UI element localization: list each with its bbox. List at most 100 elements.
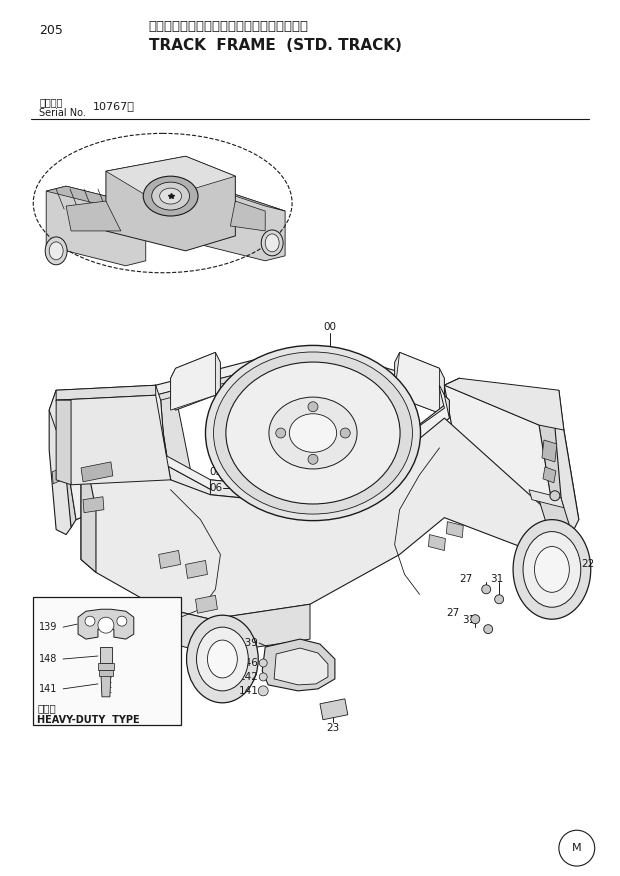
Text: M: M	[572, 844, 582, 853]
Polygon shape	[445, 378, 554, 425]
Polygon shape	[320, 699, 348, 720]
Polygon shape	[81, 418, 554, 619]
Polygon shape	[210, 440, 400, 505]
Polygon shape	[445, 378, 564, 430]
Polygon shape	[539, 418, 569, 517]
Ellipse shape	[534, 547, 569, 592]
Text: 27: 27	[459, 575, 472, 584]
Ellipse shape	[226, 362, 400, 504]
Circle shape	[265, 471, 275, 481]
Polygon shape	[56, 400, 71, 484]
Polygon shape	[81, 435, 96, 572]
Polygon shape	[49, 385, 156, 430]
Polygon shape	[554, 390, 579, 530]
Text: Serial No.: Serial No.	[39, 109, 86, 118]
Polygon shape	[76, 470, 190, 519]
Polygon shape	[56, 395, 170, 484]
Polygon shape	[78, 609, 134, 639]
Polygon shape	[445, 378, 474, 467]
Ellipse shape	[187, 615, 259, 703]
Polygon shape	[156, 395, 310, 519]
Text: 141: 141	[238, 686, 259, 696]
Circle shape	[267, 473, 273, 479]
Circle shape	[265, 487, 275, 497]
Polygon shape	[529, 490, 564, 508]
Ellipse shape	[45, 237, 67, 265]
Ellipse shape	[261, 230, 283, 256]
Text: 148: 148	[39, 654, 58, 664]
Circle shape	[276, 428, 286, 438]
Text: 適用号機: 適用号機	[39, 97, 63, 108]
Circle shape	[340, 428, 350, 438]
Text: 141: 141	[39, 684, 58, 694]
Polygon shape	[49, 390, 71, 534]
Polygon shape	[156, 345, 445, 395]
Text: 31: 31	[490, 575, 503, 584]
Polygon shape	[58, 440, 74, 463]
Polygon shape	[100, 647, 112, 663]
Text: 139: 139	[238, 638, 259, 648]
Polygon shape	[205, 186, 285, 211]
Ellipse shape	[290, 413, 337, 452]
Text: 06: 06	[210, 483, 223, 493]
Bar	[33, 597, 180, 724]
Polygon shape	[310, 385, 450, 505]
Polygon shape	[156, 385, 190, 480]
Ellipse shape	[49, 242, 63, 260]
Polygon shape	[81, 462, 113, 482]
Circle shape	[259, 659, 267, 667]
Polygon shape	[428, 534, 445, 550]
Polygon shape	[106, 156, 236, 201]
Text: 10767～: 10767～	[93, 102, 135, 111]
Polygon shape	[185, 561, 208, 578]
Ellipse shape	[208, 640, 237, 678]
Polygon shape	[156, 604, 310, 654]
Ellipse shape	[143, 176, 198, 216]
Polygon shape	[185, 186, 285, 261]
Polygon shape	[61, 385, 170, 519]
Polygon shape	[101, 674, 111, 696]
Text: 03: 03	[210, 467, 223, 477]
Polygon shape	[151, 385, 310, 505]
Ellipse shape	[523, 532, 581, 607]
Ellipse shape	[160, 188, 182, 204]
Text: 27: 27	[446, 608, 459, 618]
Text: 強化型: 強化型	[37, 703, 56, 713]
Polygon shape	[274, 648, 328, 685]
Circle shape	[267, 457, 273, 463]
Circle shape	[471, 615, 480, 624]
Polygon shape	[554, 418, 579, 519]
Polygon shape	[46, 186, 146, 211]
Polygon shape	[542, 440, 557, 462]
Polygon shape	[231, 201, 265, 231]
Ellipse shape	[213, 352, 412, 514]
Text: 04: 04	[210, 451, 223, 461]
Bar	[98, 663, 114, 670]
Polygon shape	[83, 497, 104, 512]
Ellipse shape	[265, 234, 279, 251]
Polygon shape	[543, 467, 556, 483]
Circle shape	[482, 585, 490, 594]
Polygon shape	[394, 352, 445, 413]
Circle shape	[267, 489, 273, 495]
Circle shape	[98, 618, 114, 633]
Polygon shape	[106, 156, 236, 251]
Polygon shape	[156, 356, 445, 400]
Polygon shape	[56, 385, 156, 400]
Text: 142: 142	[238, 672, 259, 682]
Circle shape	[550, 491, 560, 501]
Polygon shape	[61, 385, 175, 435]
Polygon shape	[170, 352, 220, 410]
Text: 146: 146	[238, 658, 259, 668]
Circle shape	[259, 673, 267, 681]
Polygon shape	[310, 395, 450, 519]
Text: 00: 00	[324, 322, 337, 333]
Text: 139: 139	[39, 622, 58, 632]
Text: HEAVY-DUTY  TYPE: HEAVY-DUTY TYPE	[37, 715, 140, 724]
Polygon shape	[56, 425, 76, 527]
Circle shape	[308, 402, 318, 412]
Polygon shape	[66, 201, 121, 231]
Ellipse shape	[152, 182, 190, 210]
Bar	[99, 670, 113, 676]
Circle shape	[85, 616, 95, 626]
